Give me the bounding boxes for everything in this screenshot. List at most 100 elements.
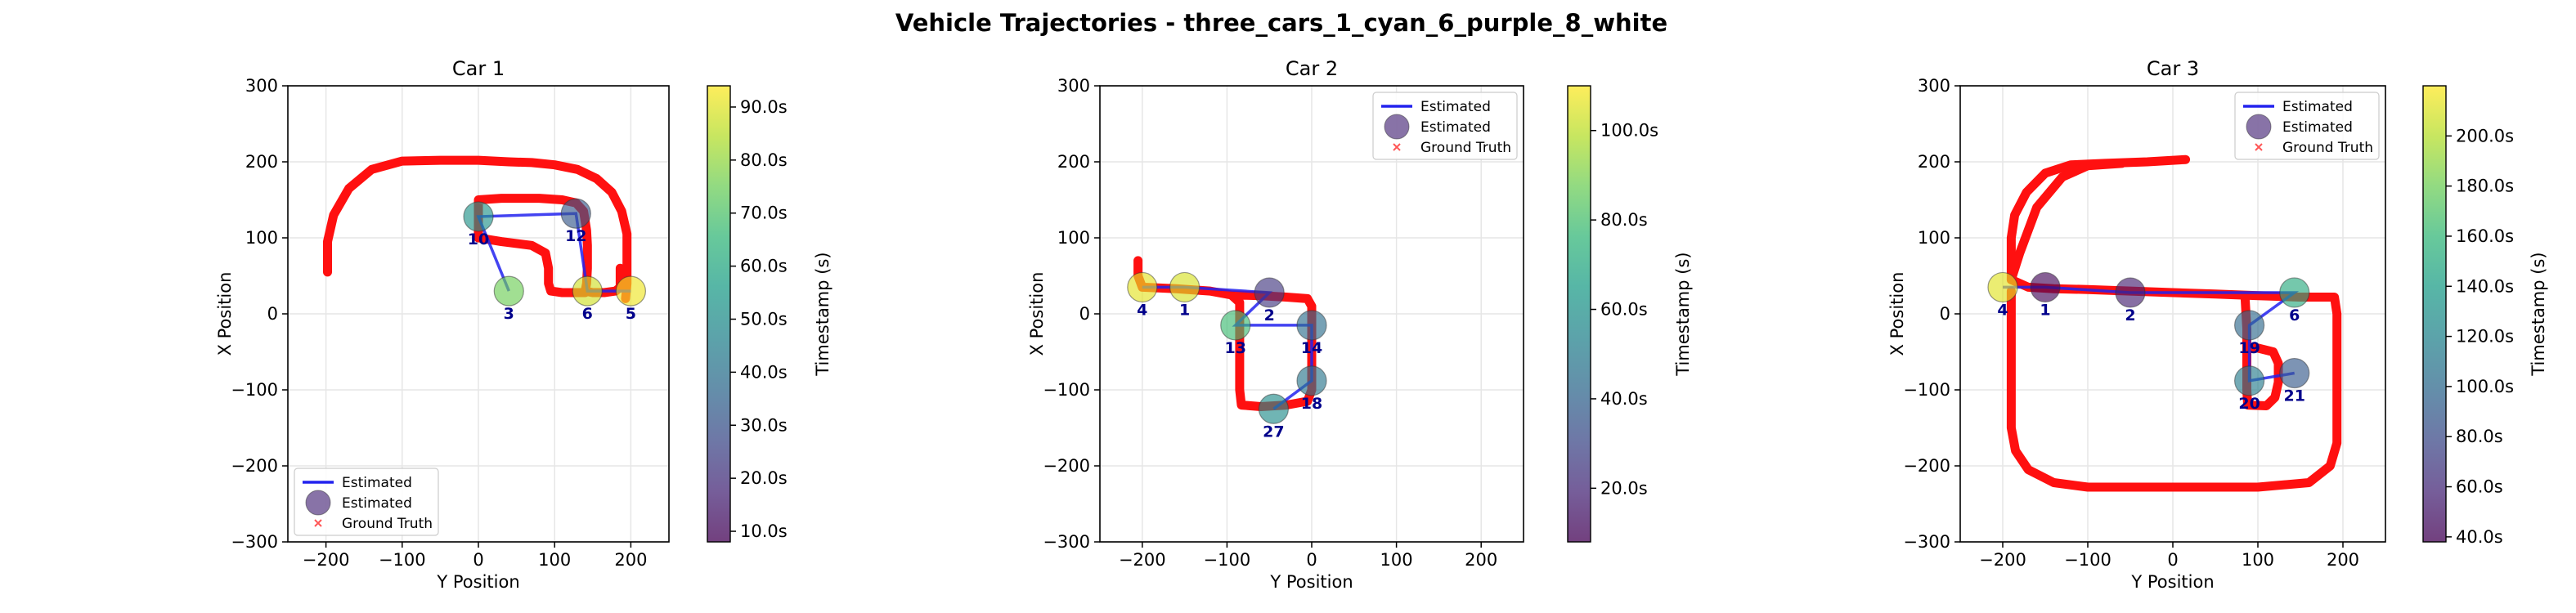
colorbar-tick-label: 80.0s bbox=[2456, 427, 2503, 446]
legend-entry: Estimated bbox=[342, 475, 412, 491]
x-tick-label: 200 bbox=[614, 550, 647, 570]
estimated-point bbox=[615, 275, 647, 306]
estimated-point bbox=[2234, 310, 2265, 341]
y-tick-label: 0 bbox=[267, 304, 278, 324]
legend-box bbox=[1372, 92, 1518, 160]
legend: Estimated Estimated Ground Truth bbox=[2234, 92, 2380, 160]
y-axis-label: X Position bbox=[1027, 272, 1047, 356]
x-tick-label: 100 bbox=[1380, 550, 1413, 570]
y-tick-label: 200 bbox=[245, 152, 278, 172]
point-label: 10 bbox=[468, 230, 489, 248]
colorbar-tick-label: 90.0s bbox=[740, 97, 788, 117]
x-axis-label: Y Position bbox=[1269, 572, 1353, 592]
colorbar: 10.0s 20.0s 30.0s 40.0s 50.0s 60.0s 70.0s 80.0s… bbox=[707, 85, 832, 543]
point-label: 14 bbox=[1301, 339, 1322, 357]
legend-box bbox=[294, 468, 439, 536]
x-tick-label: 100 bbox=[538, 550, 571, 570]
legend-marker-swatch bbox=[305, 490, 331, 516]
figure-title: Vehicle Trajectories - three_cars_1_cyan… bbox=[895, 9, 1667, 37]
point-label: 13 bbox=[1225, 339, 1246, 357]
point-label: 6 bbox=[582, 305, 593, 323]
estimated-point bbox=[1254, 277, 1285, 308]
subplot-car-3: 4 1 2 6 19 20 21 −200 −100 0 100 200 −300 −200 −100 0 10… bbox=[1887, 57, 2548, 592]
x-tick-label: −200 bbox=[1979, 550, 2026, 570]
x-tick-label: 0 bbox=[2167, 550, 2178, 570]
y-tick-label: 100 bbox=[1918, 228, 1950, 248]
x-tick-label: 200 bbox=[2327, 550, 2359, 570]
colorbar-label: Timestamp (s) bbox=[1673, 252, 1693, 376]
estimated-point bbox=[1169, 271, 1200, 303]
legend-marker-swatch bbox=[1384, 114, 1410, 140]
colorbar-tick-label: 60.0s bbox=[2456, 477, 2503, 497]
estimated-point bbox=[572, 275, 603, 306]
legend-entry: Estimated bbox=[342, 495, 412, 512]
y-tick-label: 100 bbox=[1057, 228, 1090, 248]
y-tick-label: 200 bbox=[1918, 152, 1950, 172]
ground-truth-path bbox=[2240, 293, 2283, 410]
colorbar-tick-label: 120.0s bbox=[2456, 327, 2514, 347]
estimated-point bbox=[1296, 310, 1327, 341]
colorbar-tick-label: 100.0s bbox=[1600, 121, 1658, 141]
estimated-point bbox=[2234, 365, 2265, 396]
ground-truth-path bbox=[323, 155, 632, 303]
point-label: 20 bbox=[2238, 395, 2260, 413]
colorbar-tick-label: 10.0s bbox=[740, 521, 788, 541]
plot-area bbox=[323, 155, 647, 306]
estimated-point bbox=[1127, 271, 1158, 303]
legend-box bbox=[2234, 92, 2380, 160]
colorbar-tick-label: 70.0s bbox=[740, 204, 788, 223]
colorbar-tick-label: 180.0s bbox=[2456, 177, 2514, 196]
y-tick-label: −100 bbox=[231, 380, 278, 400]
subplot-title: Car 3 bbox=[2147, 57, 2199, 80]
point-label: 2 bbox=[2125, 306, 2135, 324]
y-tick-label: −200 bbox=[1903, 456, 1950, 476]
colorbar: 40.0s 60.0s 80.0s 100.0s 120.0s 140.0s 160.0s 1… bbox=[2422, 85, 2548, 547]
colorbar-gradient bbox=[707, 86, 730, 542]
legend-marker-swatch bbox=[2246, 114, 2272, 140]
y-tick-label: −200 bbox=[1043, 456, 1090, 476]
point-label: 6 bbox=[2289, 306, 2300, 324]
legend-x-swatch bbox=[314, 519, 322, 527]
y-tick-label: 200 bbox=[1057, 152, 1090, 172]
colorbar-tick-label: 60.0s bbox=[740, 257, 788, 276]
point-label: 4 bbox=[1137, 301, 1147, 319]
x-tick-label: 200 bbox=[1465, 550, 1497, 570]
x-tick-label: −100 bbox=[379, 550, 426, 570]
legend-entry: Ground Truth bbox=[342, 516, 433, 532]
colorbar-tick-label: 40.0s bbox=[2456, 527, 2503, 547]
ground-truth-path bbox=[473, 233, 590, 298]
x-tick-label: −200 bbox=[303, 550, 350, 570]
x-tick-label: −100 bbox=[2064, 550, 2112, 570]
estimated-point bbox=[2030, 271, 2061, 303]
colorbar-gradient bbox=[2423, 86, 2446, 542]
point-label: 1 bbox=[2040, 301, 2050, 319]
estimated-point bbox=[493, 275, 524, 306]
point-label: 5 bbox=[626, 305, 636, 323]
legend-entry: Estimated bbox=[1420, 119, 1491, 136]
colorbar-tick-label: 30.0s bbox=[740, 415, 788, 435]
point-label: 12 bbox=[565, 227, 586, 245]
x-tick-label: 0 bbox=[1306, 550, 1317, 570]
estimated-point bbox=[2115, 277, 2146, 308]
colorbar-gradient bbox=[1568, 86, 1591, 542]
colorbar-frame bbox=[1567, 85, 1591, 543]
colorbar-tick-label: 100.0s bbox=[2456, 377, 2514, 396]
colorbar-tick-label: 160.0s bbox=[2456, 226, 2514, 246]
y-tick-label: −300 bbox=[1903, 532, 1950, 552]
point-label: 1 bbox=[1179, 301, 1190, 319]
y-tick-label: 0 bbox=[1079, 304, 1090, 324]
subplot-car-1: 3 10 12 6 5 −200 −100 0 100 200 −300 −200 −100 0 100 20… bbox=[215, 57, 832, 592]
y-tick-label: 300 bbox=[1918, 76, 1950, 96]
y-tick-label: −100 bbox=[1903, 380, 1950, 400]
y-tick-label: −300 bbox=[1043, 532, 1090, 552]
x-axis-label: Y Position bbox=[2130, 572, 2214, 592]
colorbar-label: Timestamp (s) bbox=[813, 252, 832, 376]
legend-x-swatch bbox=[1393, 143, 1401, 151]
point-label: 18 bbox=[1301, 395, 1322, 413]
x-tick-label: 0 bbox=[473, 550, 483, 570]
point-label: 19 bbox=[2238, 339, 2260, 357]
y-tick-label: −200 bbox=[231, 456, 278, 476]
colorbar-frame bbox=[2422, 85, 2447, 543]
